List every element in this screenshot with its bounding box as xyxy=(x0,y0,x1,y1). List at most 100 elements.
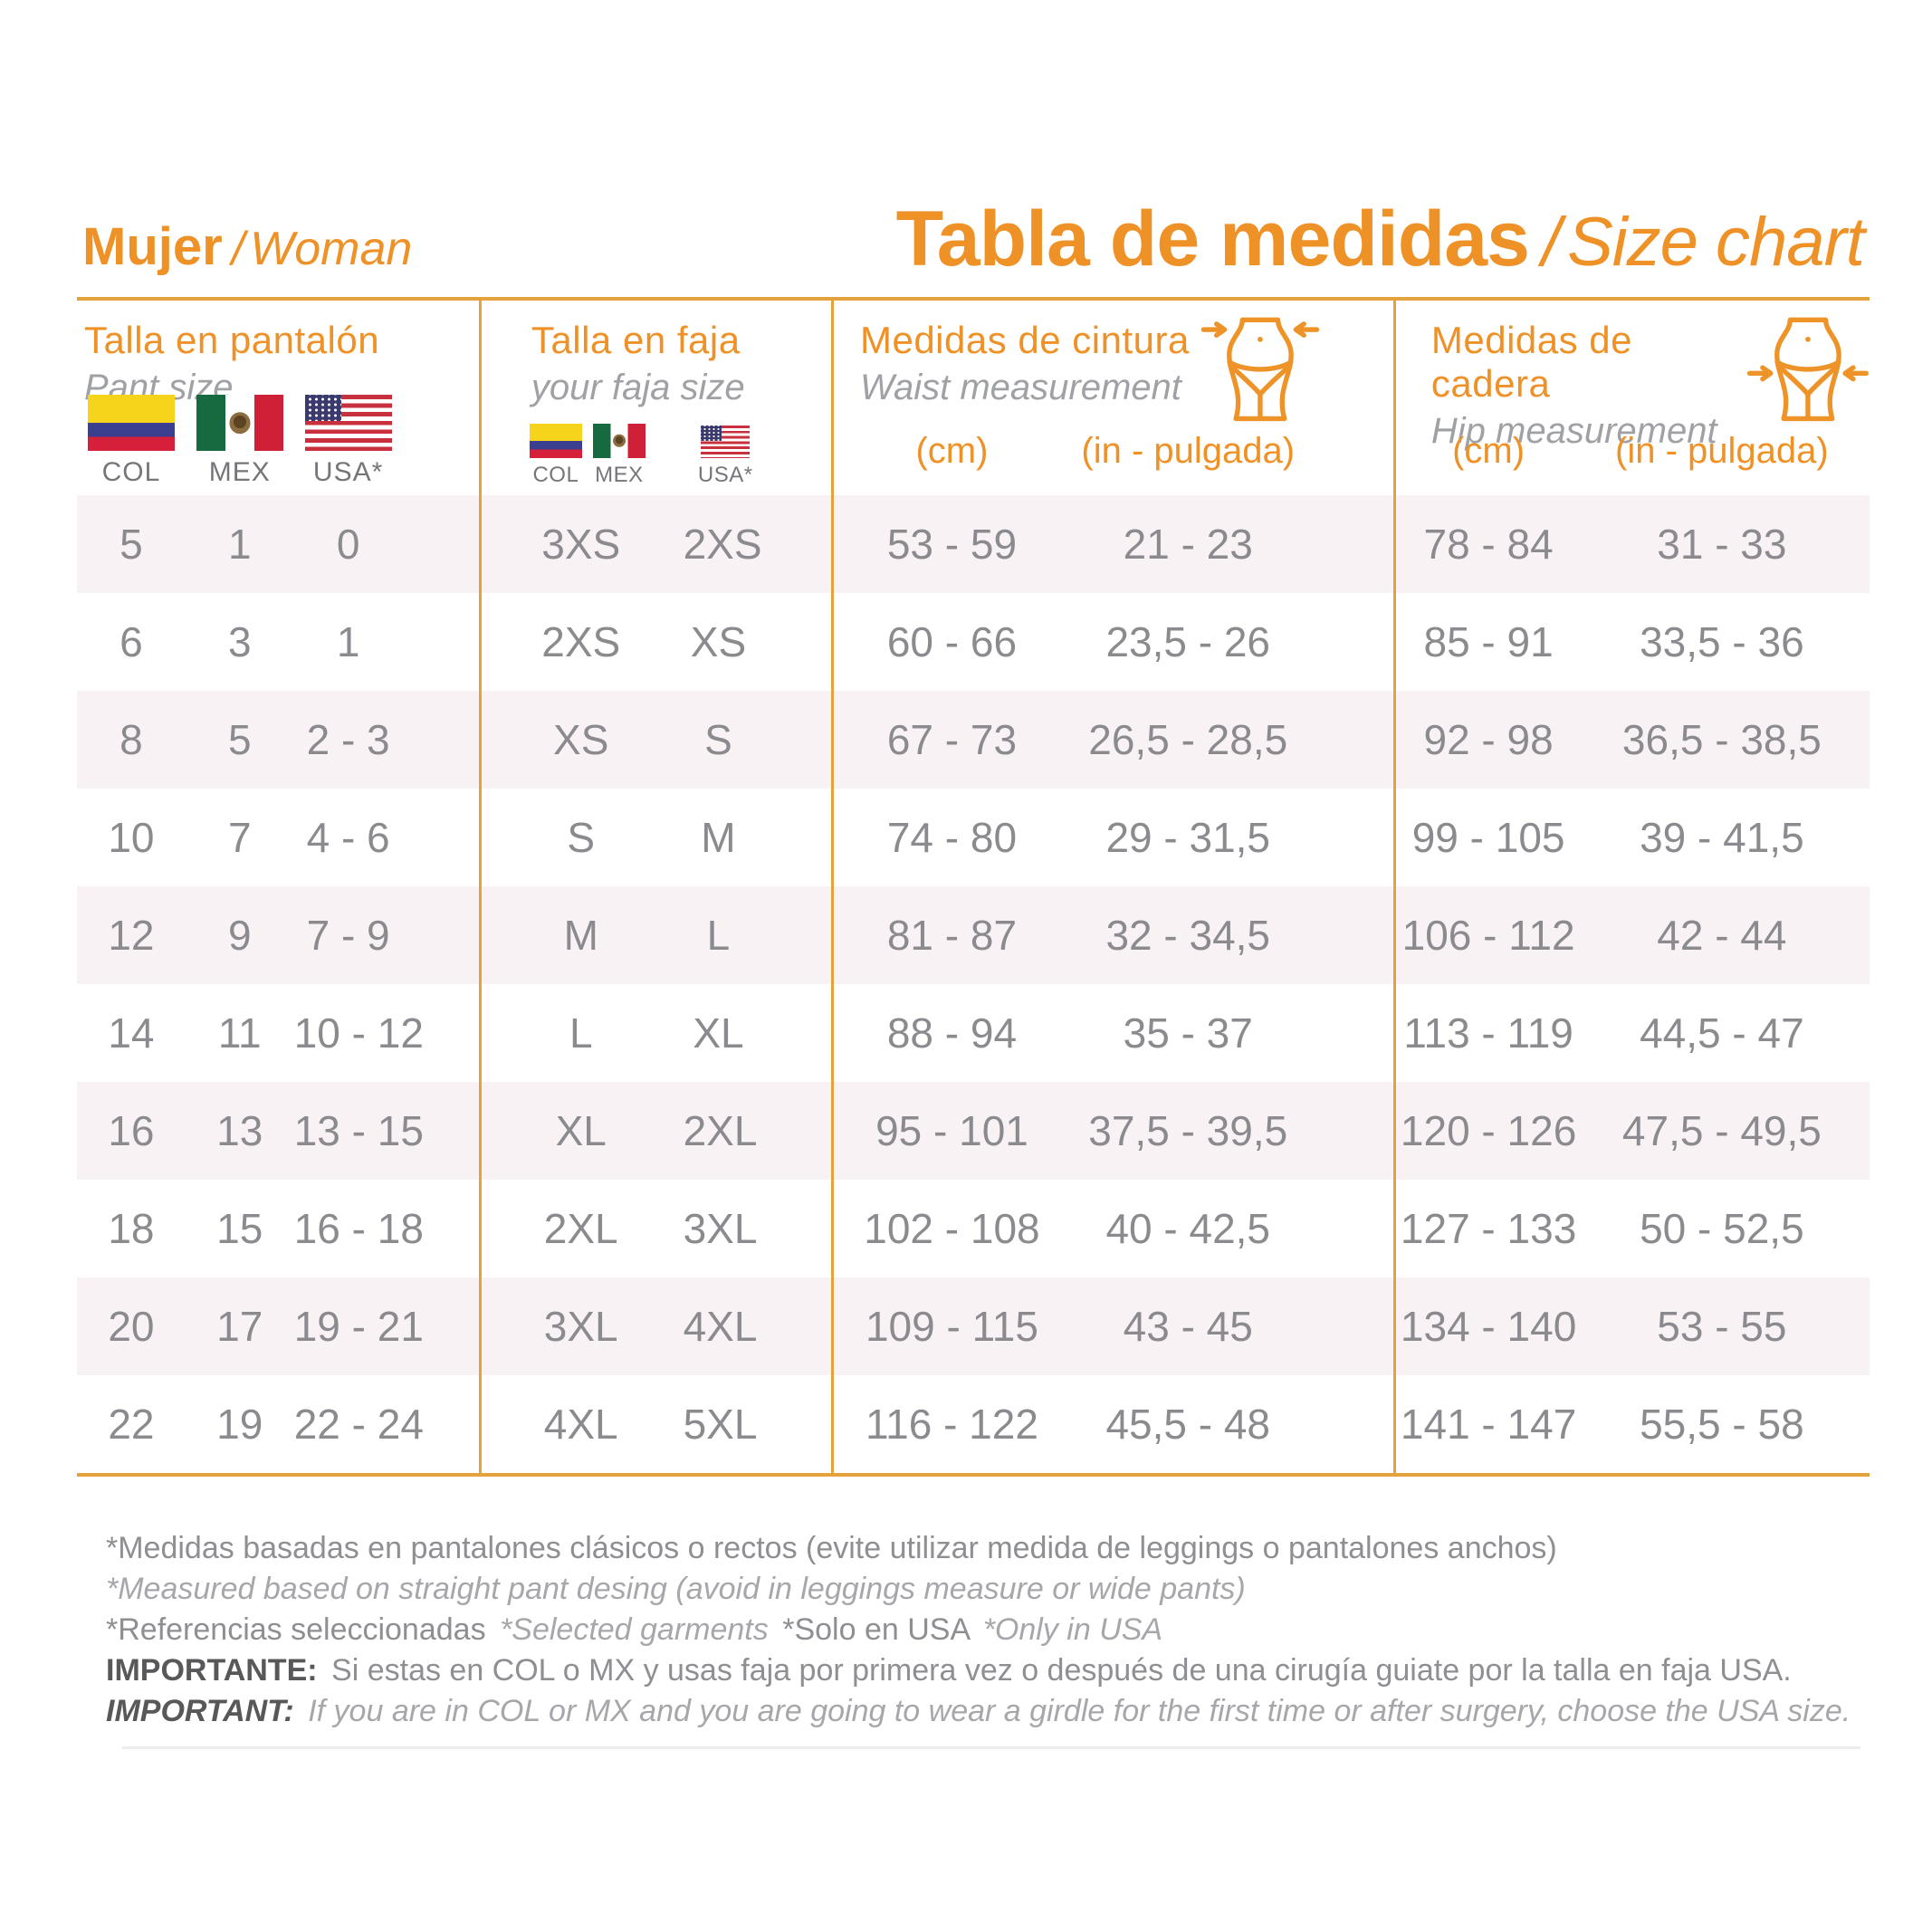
cell-faja-usa: 2XL xyxy=(683,1107,758,1154)
table-row: 16 13 13 - 15 XL 2XL 95 - 101 37,5 - 39,5 120 -… xyxy=(77,1082,1870,1180)
hip-title-en: Hip measurement xyxy=(1430,411,1717,451)
cell-waist-cm: 81 - 87 xyxy=(886,912,1018,959)
gender-title-en: Woman xyxy=(250,223,413,275)
faja-size-title-es: Talla en faja xyxy=(531,319,741,361)
row-group-pant: 8 5 2 - 3 xyxy=(77,691,479,789)
table-row: 12 9 7 - 9 M L 81 - 87 32 - 34,5 106 - 112 42 - … xyxy=(77,886,1870,984)
row-group-pant: 22 19 22 - 24 xyxy=(77,1375,479,1473)
gender-title-separator: / xyxy=(231,223,245,275)
cell-waist-in: 43 - 45 xyxy=(1123,1303,1253,1350)
cell-pant-usa: 19 - 21 xyxy=(293,1303,424,1350)
cell-faja-col-mex: S xyxy=(567,814,596,861)
cell-pant-col: 6 xyxy=(120,618,143,665)
hip-unit-in: (in - pulgada) xyxy=(1615,431,1829,471)
important-label-es: IMPORTANTE: xyxy=(106,1653,318,1688)
waist-unit-in: (in - pulgada) xyxy=(1081,431,1296,471)
hip-units-row: (cm) (in - pulgada) xyxy=(1393,431,1870,472)
table-row: 18 15 16 - 18 2XL 3XL 102 - 108 40 - 42,5 127 -… xyxy=(77,1180,1870,1277)
cell-faja-col-mex: XL xyxy=(555,1107,607,1154)
note-measurement-en: *Measured based on straight pant desing … xyxy=(106,1572,1246,1606)
cell-faja-usa: 2XS xyxy=(683,521,762,568)
pant-flag-col: COL xyxy=(77,395,186,488)
row-group-waist: 109 - 115 43 - 45 xyxy=(831,1277,1393,1375)
faja-flag-usa: USA* xyxy=(698,426,753,488)
cell-hip-in: 55,5 - 58 xyxy=(1640,1401,1804,1448)
flag-colombia-icon xyxy=(87,395,175,451)
page-title-en: Size chart xyxy=(1567,204,1865,281)
row-group-pant: 10 7 4 - 6 xyxy=(77,789,479,886)
cell-hip-in: 53 - 55 xyxy=(1657,1303,1787,1350)
cell-faja-col-mex: XS xyxy=(553,716,609,763)
cell-waist-in: 37,5 - 39,5 xyxy=(1088,1107,1288,1154)
cell-waist-cm: 53 - 59 xyxy=(886,521,1018,568)
cell-hip-cm: 106 - 112 xyxy=(1401,912,1575,959)
cell-hip-cm: 78 - 84 xyxy=(1423,521,1554,568)
cell-pant-usa: 7 - 9 xyxy=(306,912,390,959)
row-group-hip: 85 - 91 33,5 - 36 xyxy=(1393,593,1870,691)
cell-pant-usa: 2 - 3 xyxy=(306,716,390,763)
cell-pant-mex: 13 xyxy=(216,1107,263,1154)
table-header: Talla en pantalón Pant size COL MEX xyxy=(77,301,1870,495)
cell-hip-cm: 134 - 140 xyxy=(1400,1303,1577,1350)
cell-pant-mex: 5 xyxy=(227,716,252,763)
cell-pant-col: 10 xyxy=(108,814,155,861)
cell-pant-col: 14 xyxy=(108,1009,155,1057)
gender-title: Mujer / Woman xyxy=(82,216,412,277)
row-group-pant: 14 11 10 - 12 xyxy=(77,984,479,1082)
row-group-hip: 113 - 119 44,5 - 47 xyxy=(1393,984,1870,1082)
row-group-faja: XS S xyxy=(479,691,831,789)
hip-unit-cm: (cm) xyxy=(1452,431,1526,471)
cell-pant-mex: 9 xyxy=(227,912,252,959)
flag-label: COL xyxy=(101,457,161,487)
row-group-pant: 16 13 13 - 15 xyxy=(77,1082,479,1180)
bottom-hairline xyxy=(122,1746,1860,1749)
cell-waist-cm: 109 - 115 xyxy=(865,1303,1038,1350)
row-group-pant: 20 17 19 - 21 xyxy=(77,1277,479,1375)
waist-units-row: (cm) (in - pulgada) xyxy=(831,431,1393,472)
note-references: *Referencias seleccionadas *Selected gar… xyxy=(106,1610,1870,1650)
row-group-hip: 106 - 112 42 - 44 xyxy=(1393,886,1870,984)
cell-waist-in: 45,5 - 48 xyxy=(1105,1401,1271,1448)
waist-title-es: Medidas de cintura xyxy=(859,319,1190,361)
row-group-faja: 3XS 2XS xyxy=(479,495,831,593)
cell-hip-cm: 99 - 105 xyxy=(1411,814,1565,861)
cell-faja-col-mex: 2XS xyxy=(541,618,621,665)
faja-flags-row: COL MEX USA* xyxy=(479,424,831,488)
cell-hip-cm: 120 - 126 xyxy=(1400,1107,1577,1154)
waist-title-block: Medidas de cintura Waist measurement xyxy=(860,319,1190,408)
table-row: 10 7 4 - 6 S M 74 - 80 29 - 31,5 99 - 105 39 - 4… xyxy=(77,789,1870,886)
cell-faja-col-mex: 2XL xyxy=(543,1205,618,1252)
faja-flag-col: COL xyxy=(529,424,582,488)
cell-pant-col: 22 xyxy=(108,1401,155,1448)
gender-title-es: Mujer xyxy=(82,217,223,276)
header-group-faja-size: Talla en faja your faja size COL MEX xyxy=(479,301,831,495)
table-row: 14 11 10 - 12 L XL 88 - 94 35 - 37 113 - 119 44,… xyxy=(77,984,1870,1082)
cell-faja-usa: 5XL xyxy=(683,1401,758,1448)
cell-pant-col: 5 xyxy=(120,521,143,568)
cell-hip-in: 39 - 41,5 xyxy=(1640,814,1804,861)
table-row: 6 3 1 2XS XS 60 - 66 23,5 - 26 85 - 91 33,5 - 36 xyxy=(77,593,1870,691)
row-group-waist: 102 - 108 40 - 42,5 xyxy=(831,1180,1393,1277)
pant-flag-mex: MEX xyxy=(186,395,294,488)
cell-hip-in: 31 - 33 xyxy=(1657,521,1787,568)
column-divider xyxy=(478,301,482,1473)
cell-pant-usa: 0 xyxy=(336,521,360,568)
cell-hip-in: 42 - 44 xyxy=(1657,912,1787,959)
faja-size-title-en: your faja size xyxy=(531,368,745,407)
cell-faja-usa: S xyxy=(704,716,732,763)
row-group-waist: 60 - 66 23,5 - 26 xyxy=(831,593,1393,691)
flag-label: MEX xyxy=(595,463,644,487)
cell-faja-usa: XS xyxy=(690,618,747,665)
row-group-faja: 4XL 5XL xyxy=(479,1375,831,1473)
header-group-waist: Medidas de cintura Waist measurement xyxy=(831,301,1393,495)
flag-label: USA* xyxy=(697,463,753,487)
note-references-es: *Referencias seleccionadas xyxy=(106,1612,486,1647)
waist-title-en: Waist measurement xyxy=(859,368,1181,407)
footnotes: *Medidas basadas en pantalones clásicos … xyxy=(77,1528,1870,1749)
column-divider xyxy=(1392,301,1396,1473)
row-group-waist: 95 - 101 37,5 - 39,5 xyxy=(831,1082,1393,1180)
cell-pant-usa: 10 - 12 xyxy=(293,1009,424,1057)
cell-pant-mex: 17 xyxy=(216,1303,263,1350)
note-measurement-es: *Medidas basadas en pantalones clásicos … xyxy=(106,1531,1557,1565)
